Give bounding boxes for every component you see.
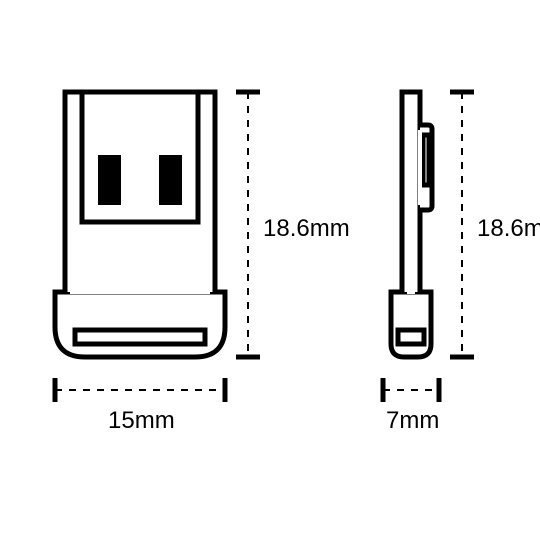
side-height-label: 18.6mm — [477, 215, 540, 243]
front-height-label: 18.6mm — [263, 215, 350, 243]
dimension-diagram: 18.6mm 15mm 18.6mm 7mm — [0, 0, 540, 540]
side-width-label: 7mm — [386, 407, 439, 435]
diagram-svg — [0, 0, 540, 540]
front-width-label: 15mm — [108, 407, 175, 435]
